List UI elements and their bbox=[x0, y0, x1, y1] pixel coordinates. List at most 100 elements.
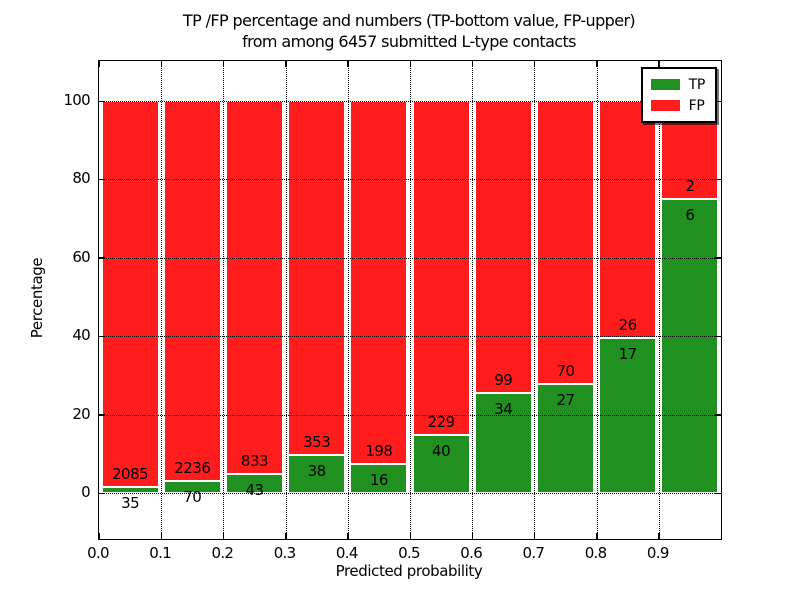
fp-count-label: 229 bbox=[427, 412, 456, 431]
x-tick bbox=[222, 61, 225, 67]
fp-count-label: 70 bbox=[556, 361, 575, 380]
tp-bar-segment bbox=[474, 392, 532, 493]
x-tick bbox=[160, 61, 163, 67]
y-tick bbox=[99, 492, 105, 494]
y-tick-label: 80 bbox=[72, 169, 90, 188]
tp-bar-segment bbox=[163, 481, 221, 493]
fp-bar-segment bbox=[101, 101, 159, 487]
tp-bar-segment bbox=[225, 473, 284, 493]
x-tick-label: 0.4 bbox=[335, 544, 358, 562]
x-tick-label: 0.1 bbox=[149, 544, 172, 562]
y-tick bbox=[715, 414, 721, 416]
x-gridline bbox=[472, 61, 474, 539]
x-tick bbox=[285, 61, 287, 67]
tp-count-label: 70 bbox=[183, 488, 202, 507]
tp-count-label: 38 bbox=[307, 461, 327, 480]
y-tick-label: 100 bbox=[63, 91, 90, 109]
fp-bar-segment bbox=[599, 101, 657, 339]
x-tick bbox=[98, 61, 100, 67]
x-tick-label: 0.6 bbox=[460, 544, 483, 562]
y-tick bbox=[715, 178, 721, 181]
x-tick bbox=[222, 533, 225, 539]
tp-count-label: 17 bbox=[618, 345, 638, 364]
x-tick-label: 0.8 bbox=[584, 544, 607, 562]
x-tick-label: 0.7 bbox=[522, 544, 545, 562]
x-tick-label: 0.3 bbox=[273, 544, 296, 562]
x-tick bbox=[471, 533, 474, 539]
x-tick bbox=[596, 533, 598, 539]
x-tick-label: 0.2 bbox=[211, 544, 234, 562]
fp-legend-swatch bbox=[650, 100, 680, 111]
y-tick bbox=[715, 335, 721, 338]
y-tick bbox=[99, 257, 105, 259]
plot-area: TP FP 2085 35 2236 70 833 43 353 38 198 16 229 40 99… bbox=[98, 60, 722, 540]
tp-count-label: 40 bbox=[432, 441, 451, 460]
x-gridline bbox=[285, 61, 287, 539]
fp-bar-segment bbox=[225, 101, 284, 474]
fp-count-label: 2236 bbox=[174, 459, 211, 478]
x-gridline bbox=[658, 61, 660, 539]
fp-bar-segment bbox=[412, 101, 470, 435]
fp-bar-segment bbox=[163, 101, 221, 482]
fp-bar-segment bbox=[288, 101, 346, 455]
tp-legend-swatch bbox=[650, 79, 680, 90]
fp-bar-segment bbox=[350, 101, 408, 464]
x-gridline bbox=[596, 61, 598, 539]
fp-count-label: 99 bbox=[494, 370, 513, 389]
fp-count-label: 2 bbox=[685, 177, 695, 195]
y-tick-label: 20 bbox=[72, 404, 90, 423]
fp-bar-segment bbox=[474, 101, 532, 393]
y-tick bbox=[99, 414, 105, 416]
tp-bar-segment bbox=[288, 454, 346, 493]
x-tick bbox=[347, 61, 349, 67]
x-tick bbox=[285, 533, 287, 539]
x-tick bbox=[409, 533, 411, 539]
x-tick bbox=[471, 61, 474, 67]
y-tick bbox=[99, 178, 105, 181]
tp-bar-segment bbox=[101, 486, 159, 493]
chart-title-line2: from among 6457 submitted L-type contact… bbox=[242, 32, 576, 51]
tp-bar-segment bbox=[350, 463, 408, 493]
x-tick bbox=[409, 61, 411, 67]
x-gridline bbox=[410, 61, 411, 539]
y-tick bbox=[99, 335, 105, 338]
x-tick bbox=[533, 533, 536, 539]
chart-title-line1: TP /FP percentage and numbers (TP-bottom… bbox=[182, 11, 636, 30]
fp-bar-segment bbox=[536, 101, 595, 384]
x-tick bbox=[596, 61, 598, 67]
legend: TP FP bbox=[640, 67, 717, 123]
x-tick-label: 0.0 bbox=[87, 544, 109, 562]
legend-entry-tp: TP bbox=[650, 74, 706, 95]
legend-entry-fp: FP bbox=[650, 95, 705, 116]
y-tick-label: 0 bbox=[81, 483, 91, 501]
x-tick bbox=[160, 533, 163, 539]
y-tick bbox=[715, 492, 721, 494]
fp-count-label: 353 bbox=[303, 432, 331, 451]
x-tick bbox=[658, 61, 660, 67]
tp-count-label: 27 bbox=[556, 390, 575, 409]
x-tick bbox=[98, 533, 100, 539]
tp-bar-segment bbox=[661, 199, 719, 493]
fp-count-label: 833 bbox=[240, 451, 269, 470]
x-tick-label: 0.9 bbox=[646, 544, 669, 562]
x-gridline bbox=[534, 61, 536, 539]
tp-legend-label: TP bbox=[688, 76, 706, 93]
x-tick bbox=[347, 533, 349, 539]
tp-count-label: 16 bbox=[369, 470, 389, 489]
tp-bar-segment bbox=[412, 434, 470, 493]
x-gridline bbox=[161, 61, 163, 539]
y-tick bbox=[99, 100, 105, 102]
fp-legend-label: FP bbox=[688, 97, 705, 114]
fp-count-label: 198 bbox=[365, 441, 393, 460]
tp-count-label: 34 bbox=[494, 399, 513, 418]
fp-count-label: 2085 bbox=[112, 464, 149, 483]
y-tick-label: 40 bbox=[72, 326, 90, 345]
tp-count-label: 43 bbox=[245, 480, 264, 499]
x-tick-label: 0.5 bbox=[398, 544, 420, 562]
x-tick bbox=[658, 533, 660, 539]
y-tick bbox=[715, 257, 721, 259]
tp-count-label: 6 bbox=[685, 206, 695, 224]
x-tick bbox=[533, 61, 536, 67]
chart-title: TP /FP percentage and numbers (TP-bottom… bbox=[98, 10, 720, 52]
